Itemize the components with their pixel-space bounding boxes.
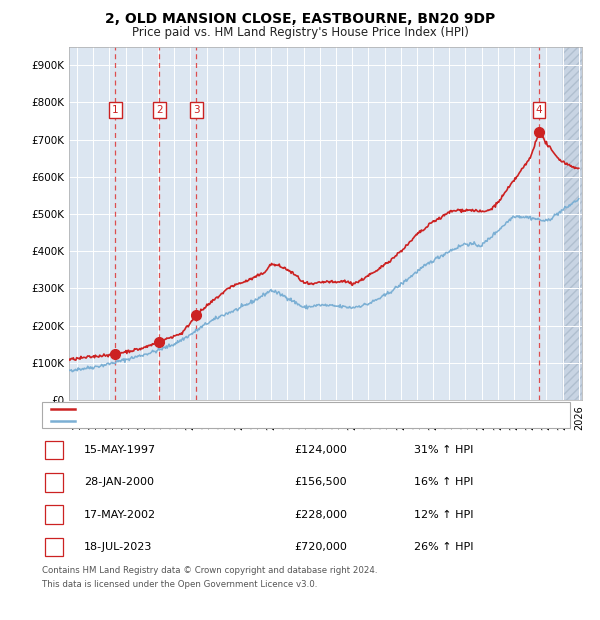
Text: 4: 4 [50,542,58,552]
Text: 15-MAY-1997: 15-MAY-1997 [84,445,156,455]
Text: 3: 3 [50,510,58,520]
Text: HPI: Average price, detached house, Eastbourne: HPI: Average price, detached house, East… [78,416,314,427]
Text: £228,000: £228,000 [294,510,347,520]
Text: 2: 2 [156,105,163,115]
Text: 2, OLD MANSION CLOSE, EASTBOURNE, BN20 9DP: 2, OLD MANSION CLOSE, EASTBOURNE, BN20 9… [105,12,495,27]
Text: 17-MAY-2002: 17-MAY-2002 [84,510,156,520]
Text: £720,000: £720,000 [294,542,347,552]
Text: 1: 1 [50,445,58,455]
Bar [563,46,582,400]
Text: 26% ↑ HPI: 26% ↑ HPI [414,542,473,552]
Text: Price paid vs. HM Land Registry's House Price Index (HPI): Price paid vs. HM Land Registry's House … [131,26,469,39]
Text: 2, OLD MANSION CLOSE, EASTBOURNE, BN20 9DP (detached house): 2, OLD MANSION CLOSE, EASTBOURNE, BN20 9… [78,404,413,414]
Text: 4: 4 [536,105,542,115]
Text: 31% ↑ HPI: 31% ↑ HPI [414,445,473,455]
Text: £156,500: £156,500 [294,477,347,487]
Text: £124,000: £124,000 [294,445,347,455]
Text: Contains HM Land Registry data © Crown copyright and database right 2024.: Contains HM Land Registry data © Crown c… [42,566,377,575]
Text: 2: 2 [50,477,58,487]
Text: This data is licensed under the Open Government Licence v3.0.: This data is licensed under the Open Gov… [42,580,317,589]
Text: 1: 1 [112,105,119,115]
Text: 3: 3 [193,105,200,115]
Text: 28-JAN-2000: 28-JAN-2000 [84,477,154,487]
Bar [563,46,582,400]
Text: 16% ↑ HPI: 16% ↑ HPI [414,477,473,487]
Text: 18-JUL-2023: 18-JUL-2023 [84,542,152,552]
Text: 12% ↑ HPI: 12% ↑ HPI [414,510,473,520]
